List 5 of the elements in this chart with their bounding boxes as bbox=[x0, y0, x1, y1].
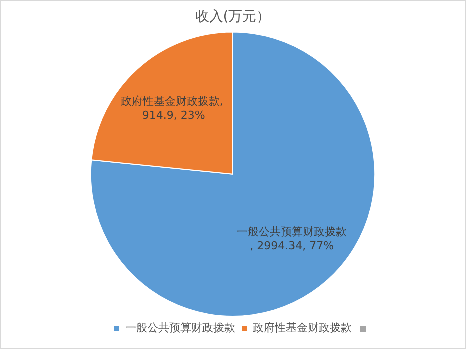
chart-title: 收入(万元） bbox=[195, 9, 271, 26]
data-label: 一般公共预算财政拨款, 2994.34, 77% bbox=[237, 226, 348, 253]
legend-label: 一般公共预算财政拨款 bbox=[126, 321, 236, 334]
data-label: 政府性基金财政拨款, 914.9, 23% bbox=[120, 94, 227, 122]
legend-label: 政府性基金财政拨款 bbox=[253, 321, 352, 334]
